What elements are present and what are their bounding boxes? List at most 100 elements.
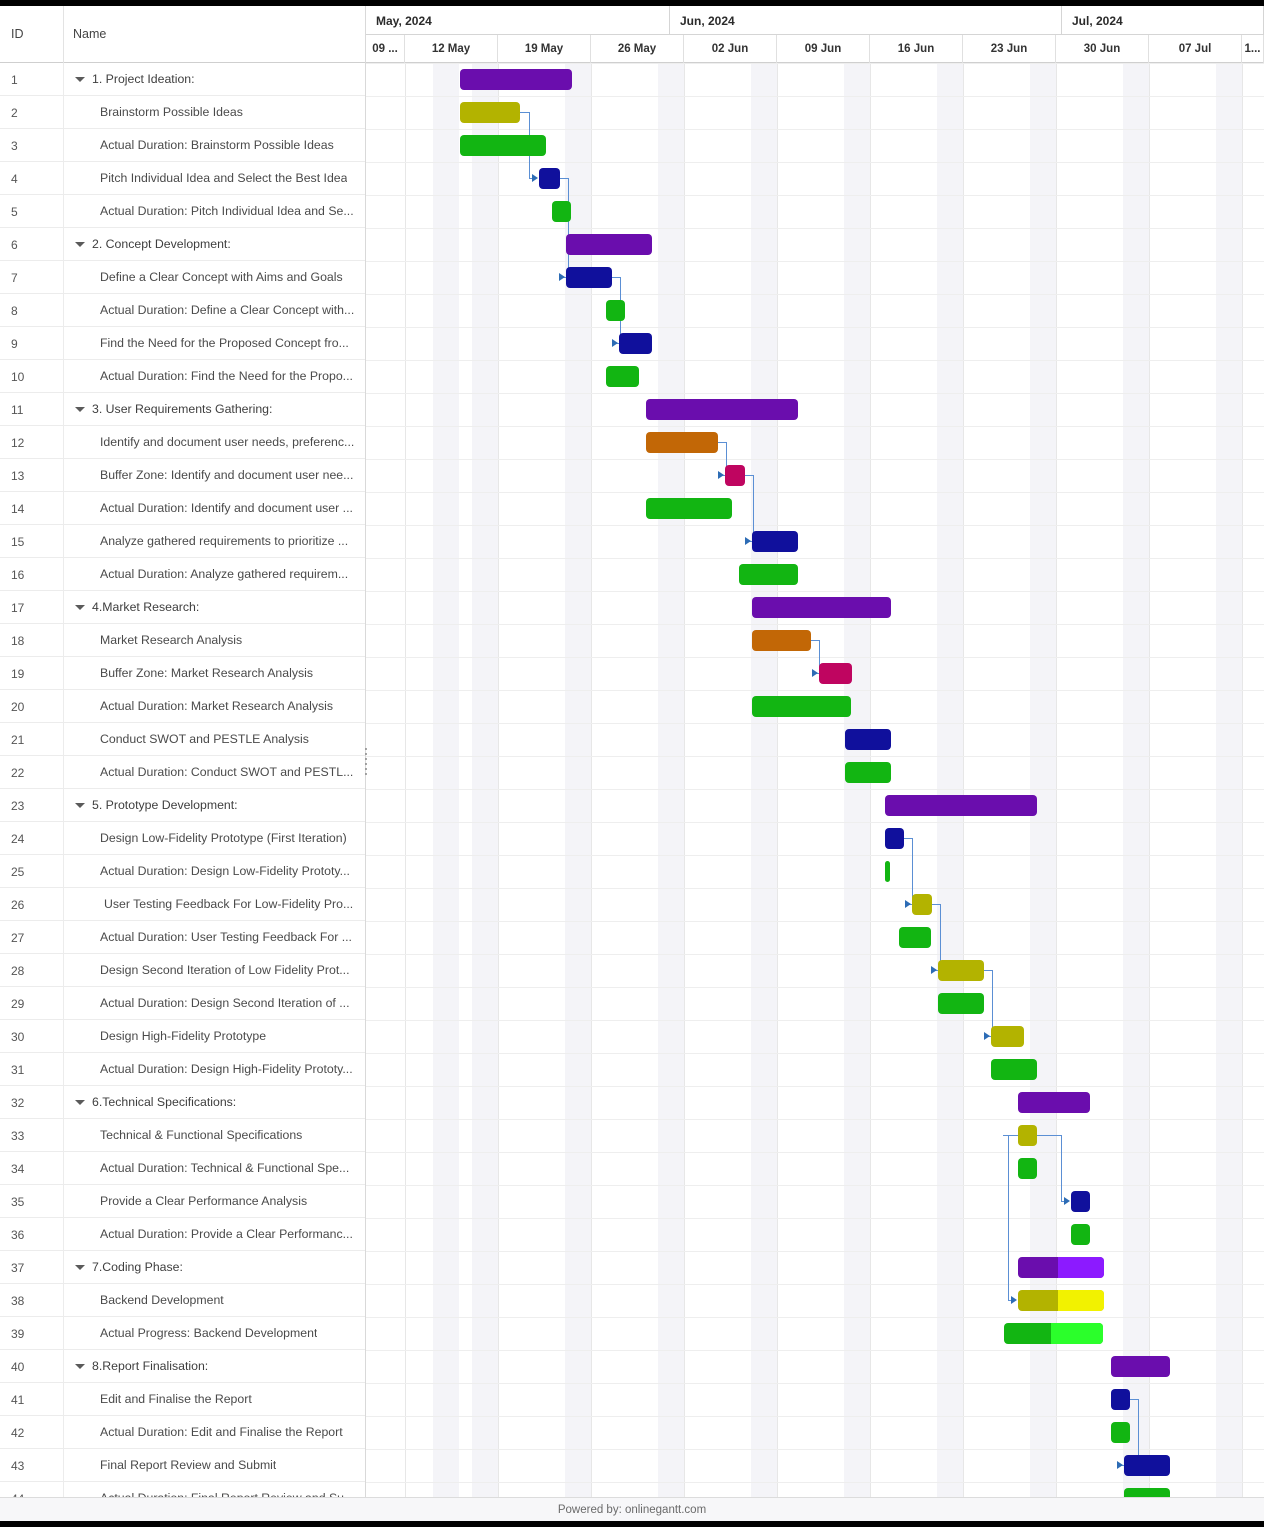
table-row[interactable]: 15 Analyze gathered requirements to prior… bbox=[0, 525, 365, 558]
gantt-bar[interactable] bbox=[1124, 1455, 1170, 1476]
gantt-bar[interactable] bbox=[646, 498, 732, 519]
table-row[interactable]: 16 Actual Duration: Analyze gathered requ… bbox=[0, 558, 365, 591]
table-row[interactable]: 13 Buffer Zone: Identify and document use… bbox=[0, 459, 365, 492]
table-row[interactable]: 2 Brainstorm Possible Ideas bbox=[0, 96, 365, 129]
panel-splitter-handle[interactable] bbox=[362, 748, 370, 775]
gantt-bar[interactable] bbox=[845, 762, 891, 783]
table-row[interactable]: 32 6.Technical Specifications: bbox=[0, 1086, 365, 1119]
table-row[interactable]: 36 Actual Duration: Provide a Clear Perfo… bbox=[0, 1218, 365, 1251]
gantt-bar[interactable] bbox=[460, 135, 546, 156]
gantt-bar[interactable] bbox=[1111, 1389, 1130, 1410]
table-row[interactable]: 12 Identify and document user needs, pref… bbox=[0, 426, 365, 459]
gantt-bar[interactable] bbox=[752, 531, 798, 552]
gantt-bar[interactable] bbox=[606, 300, 625, 321]
table-row[interactable]: 21 Conduct SWOT and PESTLE Analysis bbox=[0, 723, 365, 756]
table-row[interactable]: 34 Actual Duration: Technical & Functiona… bbox=[0, 1152, 365, 1185]
gantt-bar[interactable] bbox=[460, 102, 520, 123]
chevron-down-icon[interactable] bbox=[75, 1364, 85, 1369]
table-row[interactable]: 31 Actual Duration: Design High-Fidelity … bbox=[0, 1053, 365, 1086]
table-row[interactable]: 9 Find the Need for the Proposed Concept … bbox=[0, 327, 365, 360]
gantt-bar[interactable] bbox=[646, 399, 798, 420]
gantt-bar[interactable] bbox=[739, 564, 798, 585]
chevron-down-icon[interactable] bbox=[75, 242, 85, 247]
column-header-id[interactable]: ID bbox=[11, 27, 24, 41]
table-row[interactable]: 30 Design High-Fidelity Prototype bbox=[0, 1020, 365, 1053]
table-row[interactable]: 6 2. Concept Development: bbox=[0, 228, 365, 261]
chevron-down-icon[interactable] bbox=[75, 1265, 85, 1270]
column-header-name[interactable]: Name bbox=[73, 27, 107, 41]
gantt-bar[interactable] bbox=[819, 663, 852, 684]
table-row[interactable]: 18 Market Research Analysis bbox=[0, 624, 365, 657]
table-row[interactable]: 3 Actual Duration: Brainstorm Possible Id… bbox=[0, 129, 365, 162]
table-row[interactable]: 11 3. User Requirements Gathering: bbox=[0, 393, 365, 426]
table-row[interactable]: 8 Actual Duration: Define a Clear Concept… bbox=[0, 294, 365, 327]
table-row[interactable]: 17 4.Market Research: bbox=[0, 591, 365, 624]
table-row[interactable]: 26 User Testing Feedback For Low-Fidelit… bbox=[0, 888, 365, 921]
gantt-bar[interactable] bbox=[912, 894, 932, 915]
gantt-bar[interactable] bbox=[646, 432, 718, 453]
gantt-bar[interactable] bbox=[1111, 1422, 1130, 1443]
gantt-bar[interactable] bbox=[566, 234, 652, 255]
chevron-down-icon[interactable] bbox=[75, 803, 85, 808]
timeline-body[interactable] bbox=[366, 63, 1264, 1521]
table-row[interactable]: 33 Technical & Functional Specifications bbox=[0, 1119, 365, 1152]
gantt-bar[interactable] bbox=[991, 1026, 1024, 1047]
gantt-bar[interactable] bbox=[899, 927, 931, 948]
table-row[interactable]: 42 Actual Duration: Edit and Finalise the… bbox=[0, 1416, 365, 1449]
row-id: 16 bbox=[11, 568, 25, 582]
table-row[interactable]: 19 Buffer Zone: Market Research Analysis bbox=[0, 657, 365, 690]
table-row[interactable]: 22 Actual Duration: Conduct SWOT and PEST… bbox=[0, 756, 365, 789]
gantt-bar[interactable] bbox=[752, 597, 891, 618]
gantt-bar[interactable] bbox=[566, 267, 612, 288]
table-row[interactable]: 10 Actual Duration: Find the Need for the… bbox=[0, 360, 365, 393]
table-row[interactable]: 41 Edit and Finalise the Report bbox=[0, 1383, 365, 1416]
gantt-bar[interactable] bbox=[938, 993, 984, 1014]
gantt-bar[interactable] bbox=[552, 201, 571, 222]
table-row[interactable]: 14 Actual Duration: Identify and document… bbox=[0, 492, 365, 525]
gantt-bar[interactable] bbox=[619, 333, 652, 354]
table-row[interactable]: 29 Actual Duration: Design Second Iterati… bbox=[0, 987, 365, 1020]
table-row[interactable]: 25 Actual Duration: Design Low-Fidelity P… bbox=[0, 855, 365, 888]
table-row[interactable]: 7 Define a Clear Concept with Aims and Go… bbox=[0, 261, 365, 294]
gantt-bar[interactable] bbox=[1018, 1092, 1090, 1113]
table-row[interactable]: 20 Actual Duration: Market Research Analy… bbox=[0, 690, 365, 723]
gantt-bar[interactable] bbox=[460, 69, 572, 90]
gantt-bar[interactable] bbox=[606, 366, 639, 387]
table-row[interactable]: 23 5. Prototype Development: bbox=[0, 789, 365, 822]
table-row[interactable]: 27 Actual Duration: User Testing Feedback… bbox=[0, 921, 365, 954]
gantt-bar[interactable] bbox=[938, 960, 984, 981]
dependency-arrow-icon bbox=[931, 966, 937, 974]
gantt-bar[interactable] bbox=[991, 1059, 1037, 1080]
table-row[interactable]: 40 8.Report Finalisation: bbox=[0, 1350, 365, 1383]
table-row[interactable]: 38 Backend Development bbox=[0, 1284, 365, 1317]
gantt-bar[interactable] bbox=[885, 795, 1037, 816]
gantt-bar[interactable] bbox=[1018, 1290, 1104, 1311]
chevron-down-icon[interactable] bbox=[75, 407, 85, 412]
table-row[interactable]: 24 Design Low-Fidelity Prototype (First I… bbox=[0, 822, 365, 855]
gantt-bar[interactable] bbox=[1071, 1224, 1090, 1245]
table-row[interactable]: 1 1. Project Ideation: bbox=[0, 63, 365, 96]
gantt-bar[interactable] bbox=[1018, 1158, 1037, 1179]
table-row[interactable]: 37 7.Coding Phase: bbox=[0, 1251, 365, 1284]
table-row[interactable]: 4 Pitch Individual Idea and Select the Be… bbox=[0, 162, 365, 195]
table-row[interactable]: 43 Final Report Review and Submit bbox=[0, 1449, 365, 1482]
gantt-bar[interactable] bbox=[1018, 1125, 1037, 1146]
gantt-bar[interactable] bbox=[885, 828, 904, 849]
gantt-bar[interactable] bbox=[845, 729, 891, 750]
chevron-down-icon[interactable] bbox=[75, 77, 85, 82]
gantt-bar[interactable] bbox=[539, 168, 560, 189]
gantt-bar[interactable] bbox=[1018, 1257, 1104, 1278]
chevron-down-icon[interactable] bbox=[75, 605, 85, 610]
gantt-bar[interactable] bbox=[1111, 1356, 1170, 1377]
table-row[interactable]: 39 Actual Progress: Backend Development bbox=[0, 1317, 365, 1350]
gantt-bar[interactable] bbox=[1004, 1323, 1103, 1344]
gantt-bar[interactable] bbox=[725, 465, 745, 486]
gantt-bar[interactable] bbox=[752, 696, 851, 717]
gantt-bar[interactable] bbox=[885, 861, 890, 882]
chevron-down-icon[interactable] bbox=[75, 1100, 85, 1105]
table-row[interactable]: 35 Provide a Clear Performance Analysis bbox=[0, 1185, 365, 1218]
gantt-bar[interactable] bbox=[752, 630, 811, 651]
table-row[interactable]: 5 Actual Duration: Pitch Individual Idea … bbox=[0, 195, 365, 228]
table-row[interactable]: 28 Design Second Iteration of Low Fidelit… bbox=[0, 954, 365, 987]
gantt-bar[interactable] bbox=[1071, 1191, 1090, 1212]
